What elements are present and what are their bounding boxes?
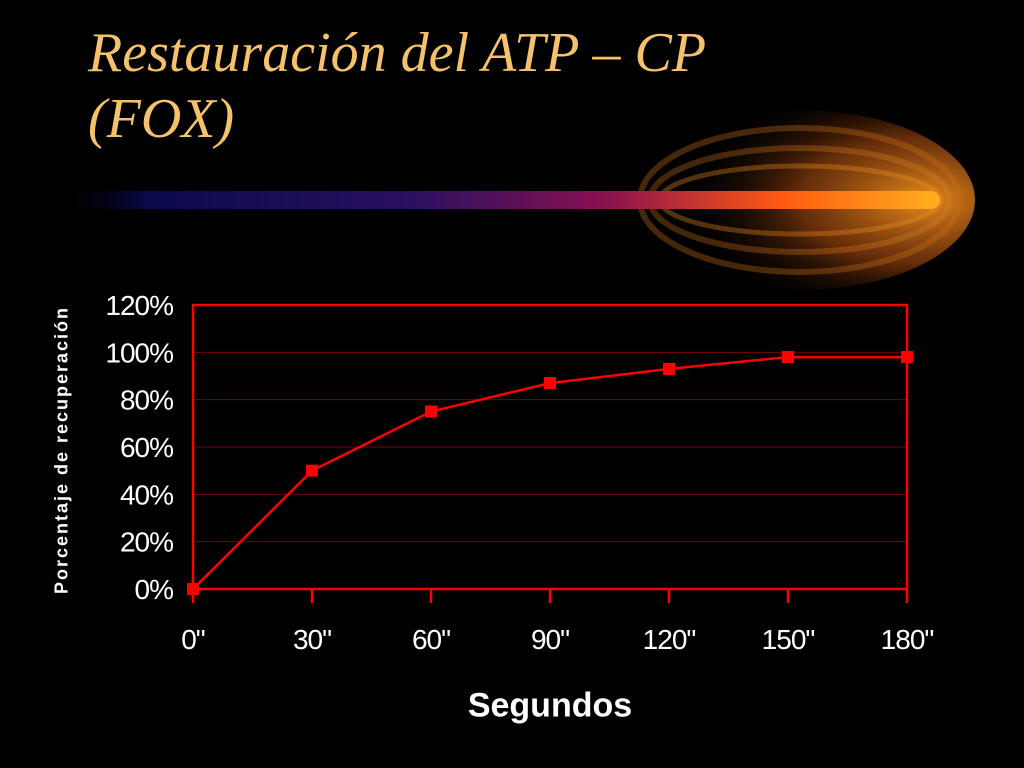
series-line — [192, 355, 907, 590]
slide-title-line2: (FOX) — [88, 88, 235, 150]
data-point-marker — [901, 351, 913, 364]
x-tick-label: 150" — [762, 624, 815, 655]
data-point-marker — [187, 583, 199, 595]
data-point-marker — [306, 464, 318, 477]
x-tick-label: 30" — [293, 624, 331, 655]
data-point-marker — [782, 351, 794, 364]
y-tick-label: 20% — [120, 527, 173, 558]
y-tick-label: 60% — [120, 432, 173, 463]
x-axis-label: Segundos — [467, 686, 633, 725]
y-tick-label: 100% — [105, 337, 173, 368]
y-tick-label: 0% — [135, 574, 174, 605]
x-tick-label: 60" — [412, 624, 450, 655]
data-point-marker — [425, 405, 437, 418]
x-tick-label: 90" — [531, 624, 569, 655]
y-tick-label: 80% — [120, 385, 173, 416]
data-point-marker — [663, 362, 675, 375]
x-tick-label: 180" — [881, 624, 934, 655]
y-tick-label: 40% — [120, 479, 173, 510]
data-point-marker — [544, 377, 556, 390]
slide-title-line1: Restauración del ATP – CP — [88, 22, 707, 84]
y-axis-label: Porcentaje de recuperación — [51, 305, 72, 595]
x-tick-label: 120" — [643, 624, 696, 655]
slide-title: Restauración del ATP – CP (FOX) — [88, 20, 848, 152]
x-tick-label: 0" — [181, 624, 205, 655]
y-tick-label: 120% — [105, 290, 173, 321]
